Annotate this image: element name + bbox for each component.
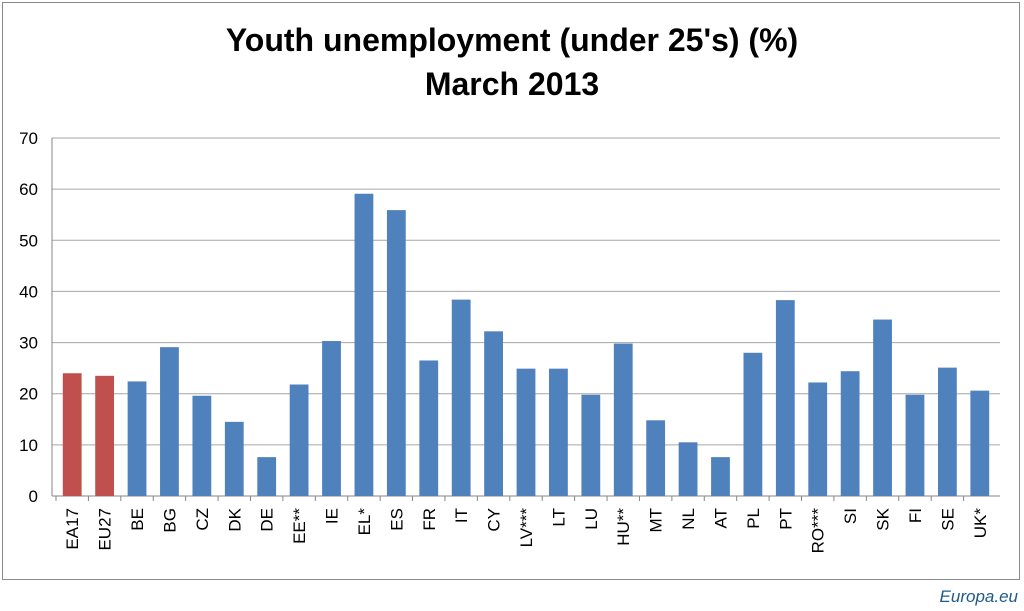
bar-SE (937, 367, 957, 496)
bar-FR (419, 360, 439, 496)
chart-subtitle: March 2013 (424, 66, 600, 102)
x-tick-label: DE (258, 508, 277, 532)
bar-HU (613, 343, 633, 496)
x-tick-label: BE (128, 508, 147, 531)
y-tick-label: 60 (19, 180, 38, 199)
bar-SI (840, 371, 860, 496)
x-tick-label: LV*** (517, 508, 536, 548)
x-tick-label: EU27 (96, 508, 115, 551)
x-tick-label: UK* (971, 508, 990, 539)
x-tick-label: RO*** (809, 508, 828, 554)
x-tick-label: PL (744, 508, 763, 529)
bar-EE (289, 384, 309, 496)
source-credit: Europa.eu (939, 587, 1018, 606)
y-tick-label: 20 (19, 385, 38, 404)
bar-LV (516, 368, 536, 496)
x-tick-label: FI (906, 508, 925, 523)
x-tick-label: HU** (614, 508, 633, 546)
x-tick-label: MT (647, 508, 666, 533)
y-tick-label: 40 (19, 282, 38, 301)
bar-PT (775, 300, 795, 496)
y-tick-label: 30 (19, 334, 38, 353)
bar-FI (905, 394, 925, 496)
bar-IE (322, 341, 341, 496)
bar-DK (224, 421, 244, 496)
y-tick-label: 10 (19, 436, 38, 455)
bar-CY (484, 331, 503, 496)
y-tick-label: 50 (19, 231, 38, 250)
bar-EL (354, 193, 374, 496)
bar-BG (160, 347, 179, 496)
x-tick-label: SE (938, 508, 957, 531)
x-tick-label: CZ (193, 508, 212, 531)
chart-title-line: Youth unemployment (under 25's) (%) (225, 22, 799, 58)
bar-UK (970, 390, 990, 496)
x-tick-label: SK (874, 507, 893, 530)
x-tick-label: DK (225, 507, 244, 531)
x-tick-label: EL* (355, 508, 374, 536)
bar-EU27 (95, 375, 115, 496)
bar-LT (549, 368, 568, 496)
y-tick-label: 70 (19, 129, 38, 148)
x-tick-label: EE** (290, 508, 309, 544)
bar-RO (808, 382, 828, 496)
bar-AT (711, 457, 730, 496)
x-tick-label: FR (420, 508, 439, 531)
bar-IT (451, 299, 471, 496)
bar-MT (646, 420, 666, 496)
x-tick-label: EA17 (63, 508, 82, 550)
x-tick-label: ES (387, 508, 406, 531)
x-tick-label: CY (485, 508, 504, 532)
x-tick-label: SI (841, 508, 860, 524)
x-tick-label: LU (582, 508, 601, 530)
bar-LU (581, 394, 601, 496)
x-tick-label: AT (711, 508, 730, 528)
x-tick-label: PT (776, 508, 795, 530)
chart-title: Youth unemployment (under 25's) (%) Marc… (0, 18, 1024, 106)
bar-SK (873, 319, 892, 496)
bar-PL (743, 352, 763, 496)
x-tick-label: IE (323, 508, 342, 524)
bar-BE (127, 381, 147, 496)
bar-ES (386, 210, 406, 496)
x-tick-label: BG (160, 508, 179, 533)
x-tick-label: IT (452, 508, 471, 523)
bar-DE (257, 457, 277, 496)
y-tick-label: 0 (29, 487, 38, 506)
bar-NL (678, 442, 698, 496)
x-tick-label: LT (549, 508, 568, 527)
bar-CZ (192, 395, 212, 496)
bar-EA17 (62, 373, 82, 496)
x-tick-label: NL (679, 508, 698, 530)
